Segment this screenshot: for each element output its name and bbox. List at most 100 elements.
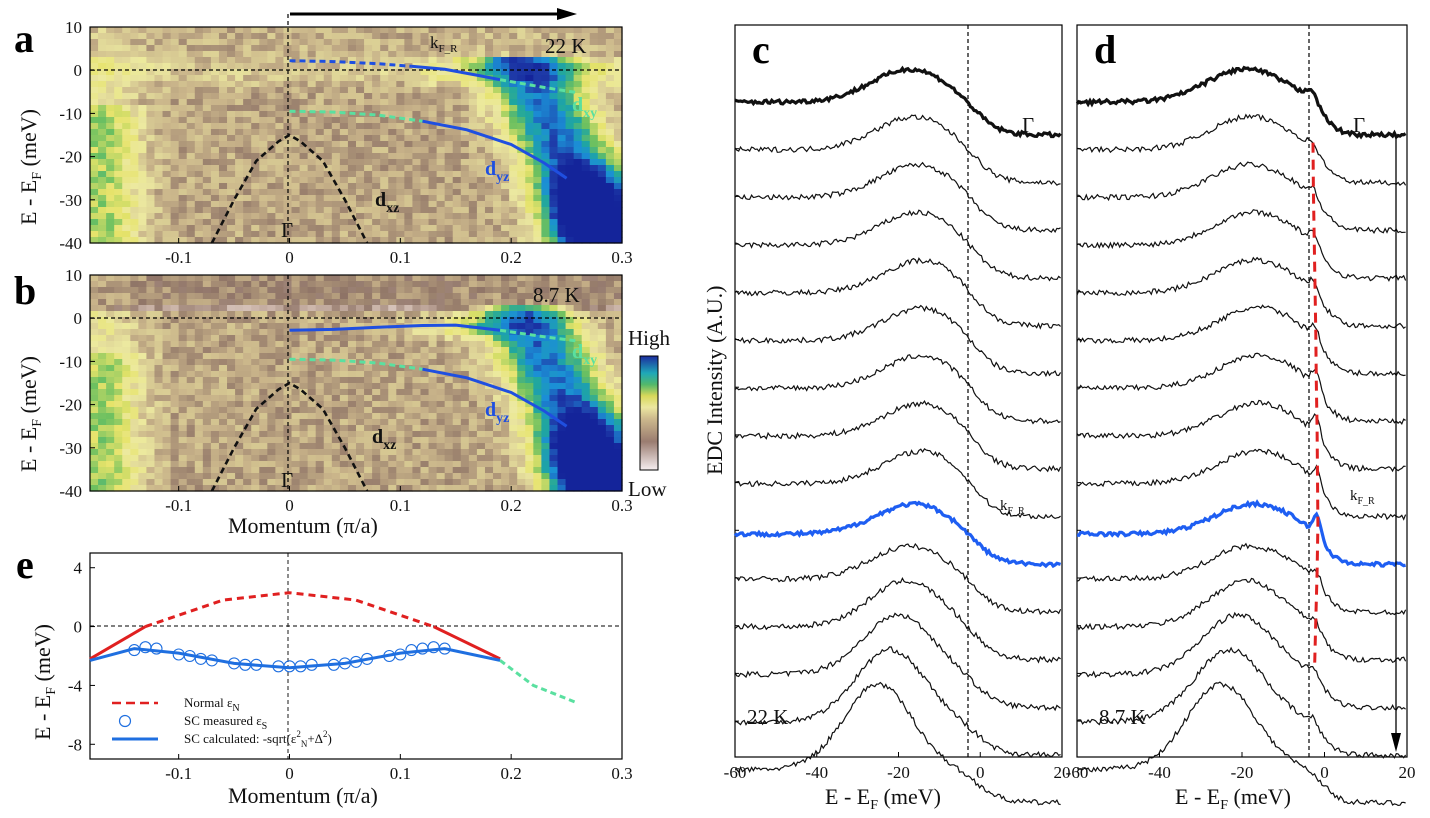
heatmap-cell [227,311,236,318]
heatmap-cell [533,195,542,202]
heatmap-cell [420,305,430,312]
edc-curve [734,681,1061,806]
heatmap-cell [251,317,260,324]
heatmap-cell [146,467,156,474]
heatmap-cell [364,371,373,378]
heatmap-cell [202,287,212,294]
heatmap-cell [404,413,414,420]
heatmap-cell [130,485,139,492]
heatmap-cell [484,189,494,196]
heatmap-cell [114,87,123,94]
heatmap-cell [565,467,575,474]
heatmap-cell [557,213,567,220]
heatmap-cell [589,141,599,148]
heatmap-cell [396,437,405,444]
heatmap-cell [210,141,220,148]
heatmap-cell [275,287,285,294]
heatmap-cell [372,45,381,52]
heatmap-cell [275,81,285,88]
heatmap-cell [493,377,502,384]
heatmap-cell [275,389,285,396]
heatmap-cell [235,323,244,330]
heatmap-cell [605,75,615,82]
heatmap-cell [154,329,164,336]
heatmap-cell [557,413,567,420]
heatmap-cell [347,455,357,462]
heatmap-cell [380,353,389,360]
normal-dispersion-dashed [144,591,435,629]
heatmap-cell [372,51,381,58]
heatmap-cell [436,207,446,214]
heatmap-cell [90,39,99,46]
heatmap-cell [364,419,373,426]
heatmap-cell [162,135,172,142]
heatmap-cell [420,39,430,46]
heatmap-cell [315,177,325,184]
heatmap-cell [396,449,405,456]
heatmap-cell [573,27,583,34]
x-tick-label: 0.3 [611,764,632,783]
heatmap-cell [380,485,389,492]
heatmap-cell [420,201,430,208]
heatmap-cell [404,371,414,378]
heatmap-cell [307,407,317,414]
heatmap-cell [275,455,285,462]
heatmap-cell [267,425,276,432]
heatmap-cell [605,111,615,118]
heatmap-cell [98,485,107,492]
heatmap-cell [106,231,115,238]
heatmap-cell [428,69,438,76]
heatmap-cell [154,123,164,130]
heatmap-cell [444,473,454,480]
heatmap-cell [218,129,228,136]
heatmap-cell [428,299,438,306]
heatmap-cell [315,479,325,486]
heatmap-cell [597,347,607,354]
heatmap-cell [194,195,204,202]
heatmap-cell [364,195,373,202]
heatmap-cell [549,231,559,238]
heatmap-cell [307,359,317,366]
heatmap-cell [299,69,309,76]
heatmap-cell [275,39,285,46]
heatmap-cell [412,275,422,282]
heatmap-cell [573,141,583,148]
heatmap-cell [90,329,99,336]
heatmap-cell [364,335,373,342]
heatmap-cell [557,201,567,208]
heatmap-cell [130,237,139,244]
heatmap-cell [573,219,583,226]
heatmap-cell [218,437,228,444]
heatmap-cell [194,401,204,408]
heatmap-cell [90,141,99,148]
heatmap-cell [517,371,526,378]
heatmap-cell [218,449,228,456]
heatmap-cell [404,437,414,444]
heatmap-cell [186,123,196,130]
heatmap-cell [291,117,301,124]
heatmap-cell [130,87,139,94]
heatmap-cell [356,341,365,348]
heatmap-cell [170,347,180,354]
heatmap-cell [275,153,285,160]
heatmap-cell [364,473,373,480]
heatmap-cell [380,449,389,456]
heatmap-cell [509,105,518,112]
heatmap-cell [476,51,486,58]
heatmap-cell [162,117,172,124]
heatmap-cell [178,141,188,148]
heatmap-cell [210,165,220,172]
heatmap-cell [267,141,276,148]
heatmap-cell [468,75,478,82]
heatmap-cell [331,87,341,94]
heatmap-cell [517,231,526,238]
heatmap-cell [146,147,156,154]
heatmap-cell [509,413,518,420]
heatmap-cell [251,63,260,70]
heatmap-cell [452,147,462,154]
heatmap-cell [218,141,228,148]
heatmap-cell [259,347,268,354]
heatmap-cell [605,237,615,244]
heatmap-cell [243,129,252,136]
heatmap-cell [299,365,309,372]
